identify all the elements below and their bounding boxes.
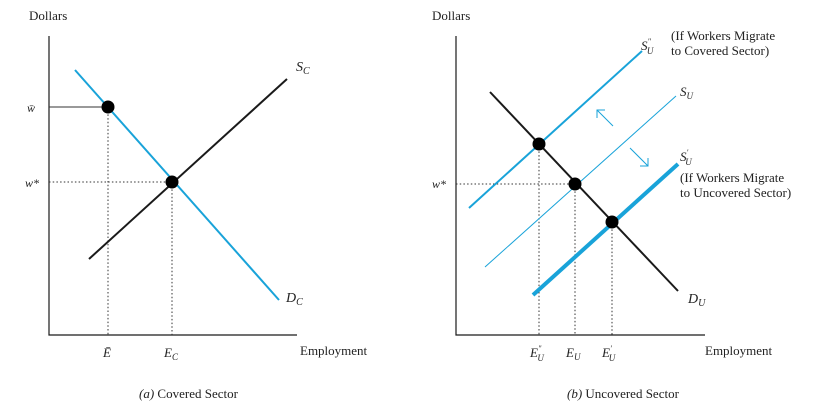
label-du: DU [687,292,706,309]
label-su-double-prime: S" U [641,37,654,56]
label-su-prime: S′ U [680,148,692,167]
panel-b-x-axis-label: Employment [705,343,773,358]
panel-a-axes [48,36,297,336]
demand-curve-du [489,91,679,292]
panel-a-y-axis-label: Dollars [29,8,67,23]
supply-curve-su-prime [531,162,680,297]
label-e-c: EC [163,345,179,362]
panel-uncovered-sector: Dollars Employment w* S" U (If Workers Mi… [432,8,791,401]
point-eu [568,177,582,191]
point-eu-prime [605,215,619,229]
note-covered-line1: (If Workers Migrate [671,28,775,43]
arrow-shift-left-icon [596,109,614,127]
panel-a-x-axis-label: Employment [300,343,368,358]
panel-b-axes [455,36,705,336]
label-w-star-a: w* [25,176,39,190]
panel-b-y-axis-label: Dollars [432,8,470,23]
panel-covered-sector: Dollars Employment w̄ w* Ē EC SC DC (a) … [25,8,368,401]
panel-b-caption: (b) Uncovered Sector [567,386,680,401]
note-uncovered-line2: to Uncovered Sector) [680,185,791,200]
label-s-c: SC [296,60,310,77]
label-w-bar: w̄ [27,101,35,115]
point-eu-double-prime [532,137,546,151]
panel-a-caption: (a) Covered Sector [139,386,239,401]
label-eu: EU [565,345,581,362]
point-equilibrium-covered [165,175,179,189]
label-eu-double-prime: E" U [529,344,544,363]
arrow-shift-right-icon [629,147,649,167]
label-e-bar: Ē [102,345,111,360]
label-w-star-b: w* [432,177,446,191]
point-wbar-ebar [101,100,115,114]
supply-curve-su-double-prime [468,50,643,209]
label-eu-prime: E′ U [601,344,616,363]
note-covered-line2: to Covered Sector) [671,43,769,58]
note-uncovered-line1: (If Workers Migrate [680,170,784,185]
label-su: SU [680,84,694,101]
label-d-c: DC [285,291,303,308]
supply-curve-sc [88,78,288,260]
